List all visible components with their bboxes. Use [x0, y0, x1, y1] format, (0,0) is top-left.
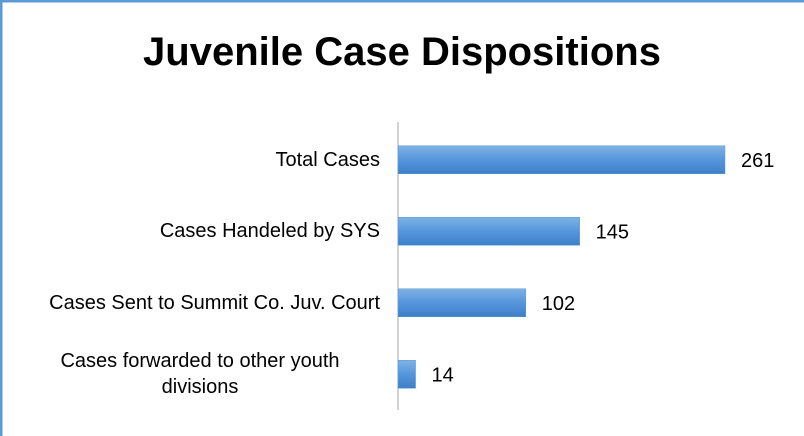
data-label: 102 — [542, 293, 575, 315]
data-label: 14 — [432, 365, 454, 387]
bar — [397, 145, 726, 174]
bar — [397, 360, 416, 389]
y-tick-label: Total Cases — [275, 148, 381, 171]
category-label-box: Cases Handeled by SYS — [10, 196, 380, 266]
chart-title: Juvenile Case Dispositions — [143, 30, 661, 74]
data-label: 145 — [596, 222, 629, 244]
y-tick-label: Cases forwarded to other youth divisions — [60, 350, 340, 399]
category-label-box: Cases Sent to Summit Co. Juv. Court — [10, 268, 380, 338]
y-tick-label: Cases Sent to Summit Co. Juv. Court — [49, 291, 380, 314]
bar — [397, 288, 527, 317]
data-label: 261 — [741, 150, 774, 172]
bar — [397, 217, 580, 246]
y-tick-label: Cases Handeled by SYS — [159, 220, 380, 243]
category-label-box: Total Cases — [10, 125, 381, 195]
category-label-box: Cases forwarded to other youth divisions — [10, 339, 380, 409]
